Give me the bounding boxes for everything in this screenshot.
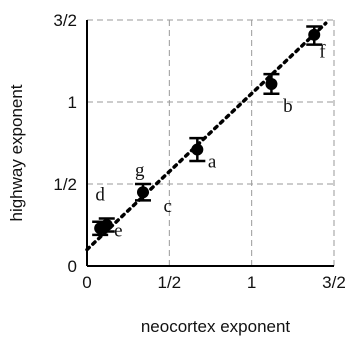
point-marker <box>308 28 321 41</box>
point-label-g: g <box>135 160 145 181</box>
fit-line <box>85 21 328 252</box>
point-marker <box>100 219 113 231</box>
x-tick-label: 1/2 <box>158 273 182 292</box>
point-label-f: f <box>319 42 326 63</box>
grid <box>87 19 335 266</box>
point-marker <box>191 143 204 156</box>
data-point-g <box>134 182 151 202</box>
point-marker <box>265 77 278 90</box>
data-points <box>92 25 323 237</box>
data-point-a <box>189 136 206 163</box>
y-tick-label: 1 <box>68 93 77 112</box>
point-labels: ed gc a b f <box>95 42 326 242</box>
data-point-d <box>98 217 115 233</box>
point-marker <box>136 186 149 199</box>
point-label-c: c <box>163 196 171 217</box>
data-point-f <box>306 25 323 46</box>
point-label-d: d <box>95 184 105 205</box>
y-tick-label: 1/2 <box>53 175 77 194</box>
point-label-a: a <box>208 152 217 173</box>
x-axis-label: neocortex exponent <box>141 317 291 336</box>
data-point-b <box>263 72 280 96</box>
y-axis-label: highway exponent <box>7 84 26 221</box>
x-tick-label: 0 <box>82 273 91 292</box>
point-label-e: e <box>114 220 122 241</box>
axes <box>86 20 334 267</box>
y-tick-label: 3/2 <box>53 11 77 30</box>
point-label-b: b <box>283 96 293 117</box>
x-tick-label: 1 <box>247 273 256 292</box>
y-tick-label: 0 <box>68 257 77 276</box>
x-tick-label: 3/2 <box>322 273 346 292</box>
tick-labels: 0 1/2 1 3/2 0 1/2 1 3/2 <box>53 11 345 292</box>
fit-line-group <box>85 21 328 252</box>
